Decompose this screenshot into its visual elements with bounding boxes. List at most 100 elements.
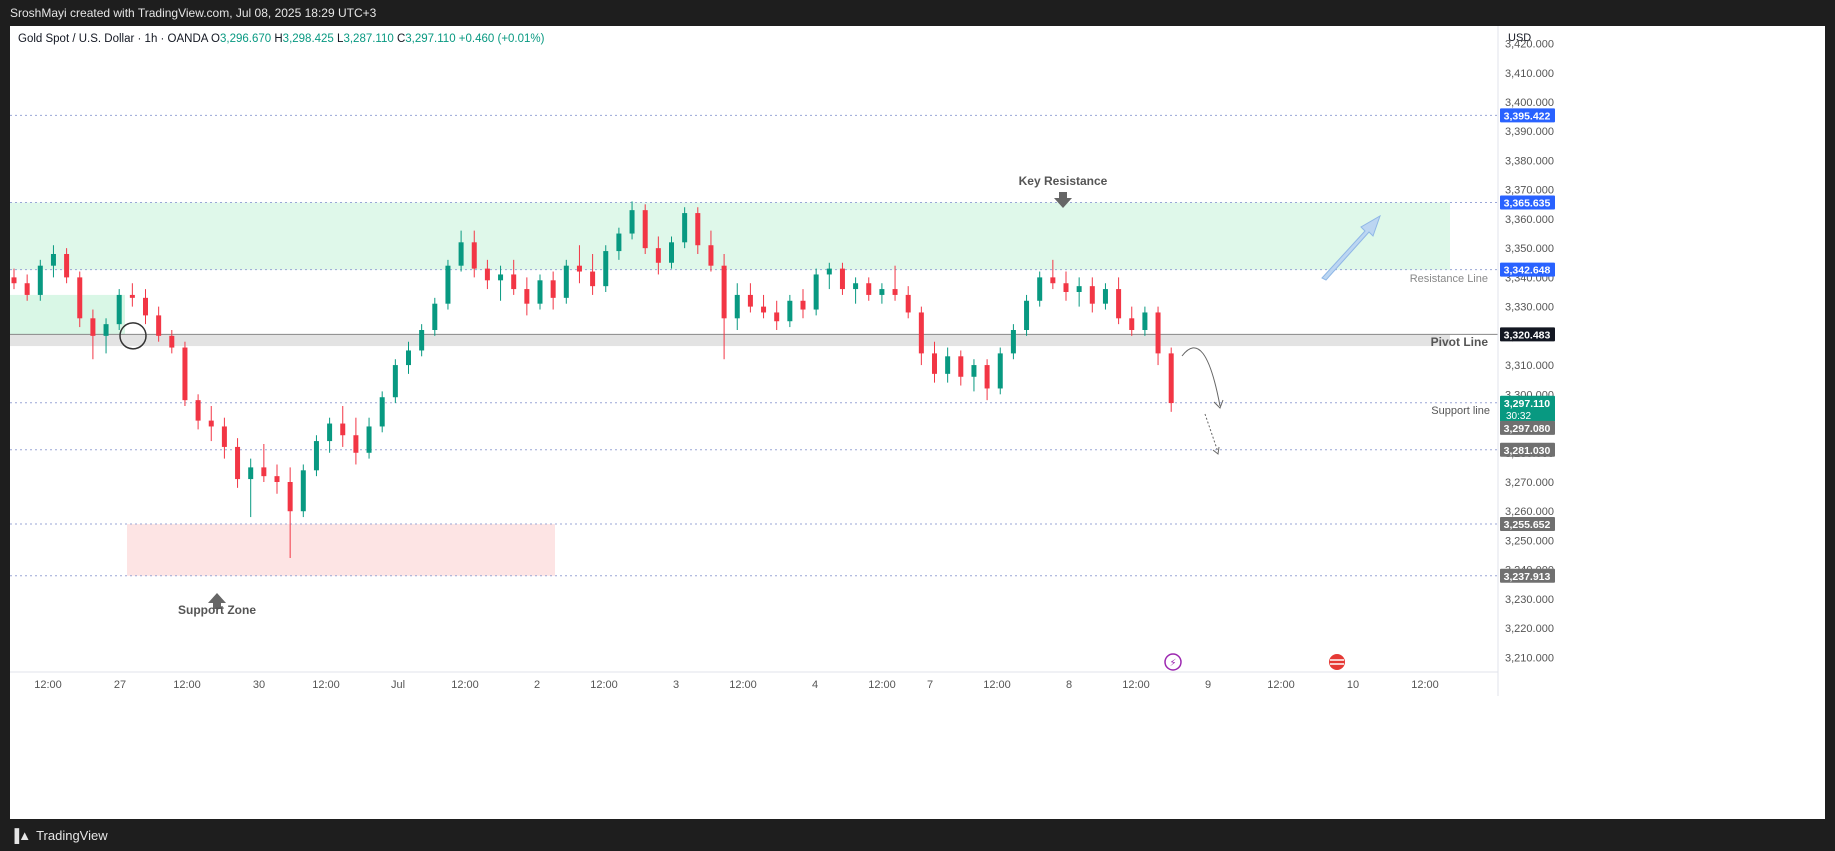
currency-label: USD <box>1508 32 1531 44</box>
candle-body <box>642 210 648 249</box>
resistance-line-label: Resistance Line <box>1410 273 1488 285</box>
candle-body <box>1102 289 1108 304</box>
legend-low-label: L <box>337 33 344 45</box>
candle-body <box>458 242 464 266</box>
y-tick-label: 3,270.000 <box>1505 477 1554 489</box>
candle-body <box>563 265 569 298</box>
candle-body <box>721 265 727 319</box>
candle-body <box>11 277 17 284</box>
y-tick-label: 3,410.000 <box>1505 68 1554 80</box>
candle-body <box>997 353 1003 389</box>
legend-open: 3,296.670 <box>219 33 272 45</box>
price-label-7: 3,255.652 <box>1504 519 1551 531</box>
x-tick-label: 12:00 <box>173 679 201 691</box>
candle-body <box>774 312 780 322</box>
candle-body <box>419 330 425 351</box>
candle-body <box>50 254 56 266</box>
candle-body <box>800 300 806 310</box>
candle-body <box>90 318 96 336</box>
candle-body <box>392 365 398 398</box>
candle-body <box>747 294 753 307</box>
candle-body <box>1089 286 1095 304</box>
support-zone-label: Support Zone <box>178 603 256 617</box>
x-tick-label: 12:00 <box>983 679 1011 691</box>
candle-body <box>195 400 201 421</box>
candle-body <box>537 280 543 304</box>
bullish-arrow-icon <box>1321 214 1381 281</box>
candle-body <box>550 280 556 298</box>
candle-body <box>958 356 964 377</box>
candle-body <box>1155 312 1161 354</box>
price-label-bg-2 <box>1500 262 1555 277</box>
price-label-bg-3 <box>1500 327 1555 342</box>
y-tick-label: 3,420.000 <box>1505 39 1554 51</box>
candle-body <box>761 306 767 313</box>
candle-body <box>143 297 148 316</box>
x-tick-label: 9 <box>1205 679 1211 691</box>
candle-body <box>524 289 530 304</box>
price-chart[interactable]: Key Resistance Support Zone Resistance Lin… <box>10 26 1825 819</box>
candle-body <box>300 470 306 512</box>
legend-symbol[interactable]: Gold Spot / U.S. Dollar · 1h · OANDA <box>18 33 208 45</box>
pivot-zone <box>10 334 1450 347</box>
y-tick-label: 3,360.000 <box>1505 214 1554 226</box>
price-label-0: 3,395.422 <box>1504 110 1551 122</box>
key-resistance-label: Key Resistance <box>1019 174 1108 188</box>
tradingview-logo-icon[interactable]: ▐▲ <box>10 827 31 843</box>
x-tick-label: 7 <box>927 679 933 691</box>
y-tick-label: 3,250.000 <box>1505 535 1554 547</box>
legend-close: 3,297.110 <box>405 33 456 45</box>
footer-brand[interactable]: TradingView <box>36 827 108 843</box>
candle-body <box>340 423 346 436</box>
chart-frame[interactable]: Key Resistance Support Zone Resistance Lin… <box>10 26 1825 819</box>
candle-body <box>484 268 490 281</box>
x-tick-label: 10 <box>1347 679 1359 691</box>
candle-body <box>1063 283 1069 292</box>
candle-body <box>932 353 937 374</box>
plot-background <box>10 26 1498 696</box>
price-label-8: 3,237.913 <box>1504 571 1551 583</box>
candle-body <box>918 312 924 354</box>
projection-arrowhead <box>1213 399 1224 409</box>
lightning-glyph-icon: ⚡ <box>1169 658 1176 669</box>
candle-body <box>169 335 175 348</box>
x-tick-label: 12:00 <box>1122 679 1150 691</box>
x-tick-label: 12:00 <box>868 679 896 691</box>
price-label-bg-7 <box>1500 516 1555 531</box>
candle-body <box>655 248 661 263</box>
x-tick-label: 30 <box>253 679 265 691</box>
down-arrow-icon <box>1054 192 1072 208</box>
candle-body <box>1050 277 1056 284</box>
price-label-bg-6 <box>1500 442 1555 457</box>
x-tick-label: 12:00 <box>1267 679 1295 691</box>
price-label-bg-8 <box>1500 568 1555 583</box>
candle-body <box>590 271 596 287</box>
support-zone <box>127 524 555 576</box>
x-tick-label: 12:00 <box>729 679 757 691</box>
candle-body <box>813 274 819 310</box>
candle-body <box>629 210 635 234</box>
candle-body <box>1037 277 1043 301</box>
price-label-3: 3,320.483 <box>1504 329 1551 341</box>
candle-body <box>669 242 674 263</box>
candle-body <box>274 476 280 482</box>
candle-body <box>603 251 609 287</box>
candle-body <box>248 467 254 480</box>
legend-low: 3,287.110 <box>343 33 394 45</box>
legend-open-label: O <box>211 33 220 45</box>
symbol-legend: Gold Spot / U.S. Dollar · 1h · OANDA O3,… <box>18 33 544 45</box>
candle-body <box>353 435 359 453</box>
candle-body <box>379 397 385 427</box>
y-tick-label: 3,400.000 <box>1505 97 1554 109</box>
price-label-6: 3,281.030 <box>1504 445 1551 457</box>
candle-body <box>853 283 859 290</box>
price-label-bg-4 <box>1500 395 1555 422</box>
legend-high: 3,298.425 <box>282 33 334 45</box>
x-tick-label: 12:00 <box>312 679 340 691</box>
candle-body <box>1024 300 1030 330</box>
candle-body <box>77 277 83 319</box>
x-tick-label: 4 <box>812 679 818 691</box>
price-label-4: 3,297.110 <box>1504 398 1550 410</box>
price-label-bg-5 <box>1500 420 1555 435</box>
x-tick-label: 12:00 <box>590 679 618 691</box>
